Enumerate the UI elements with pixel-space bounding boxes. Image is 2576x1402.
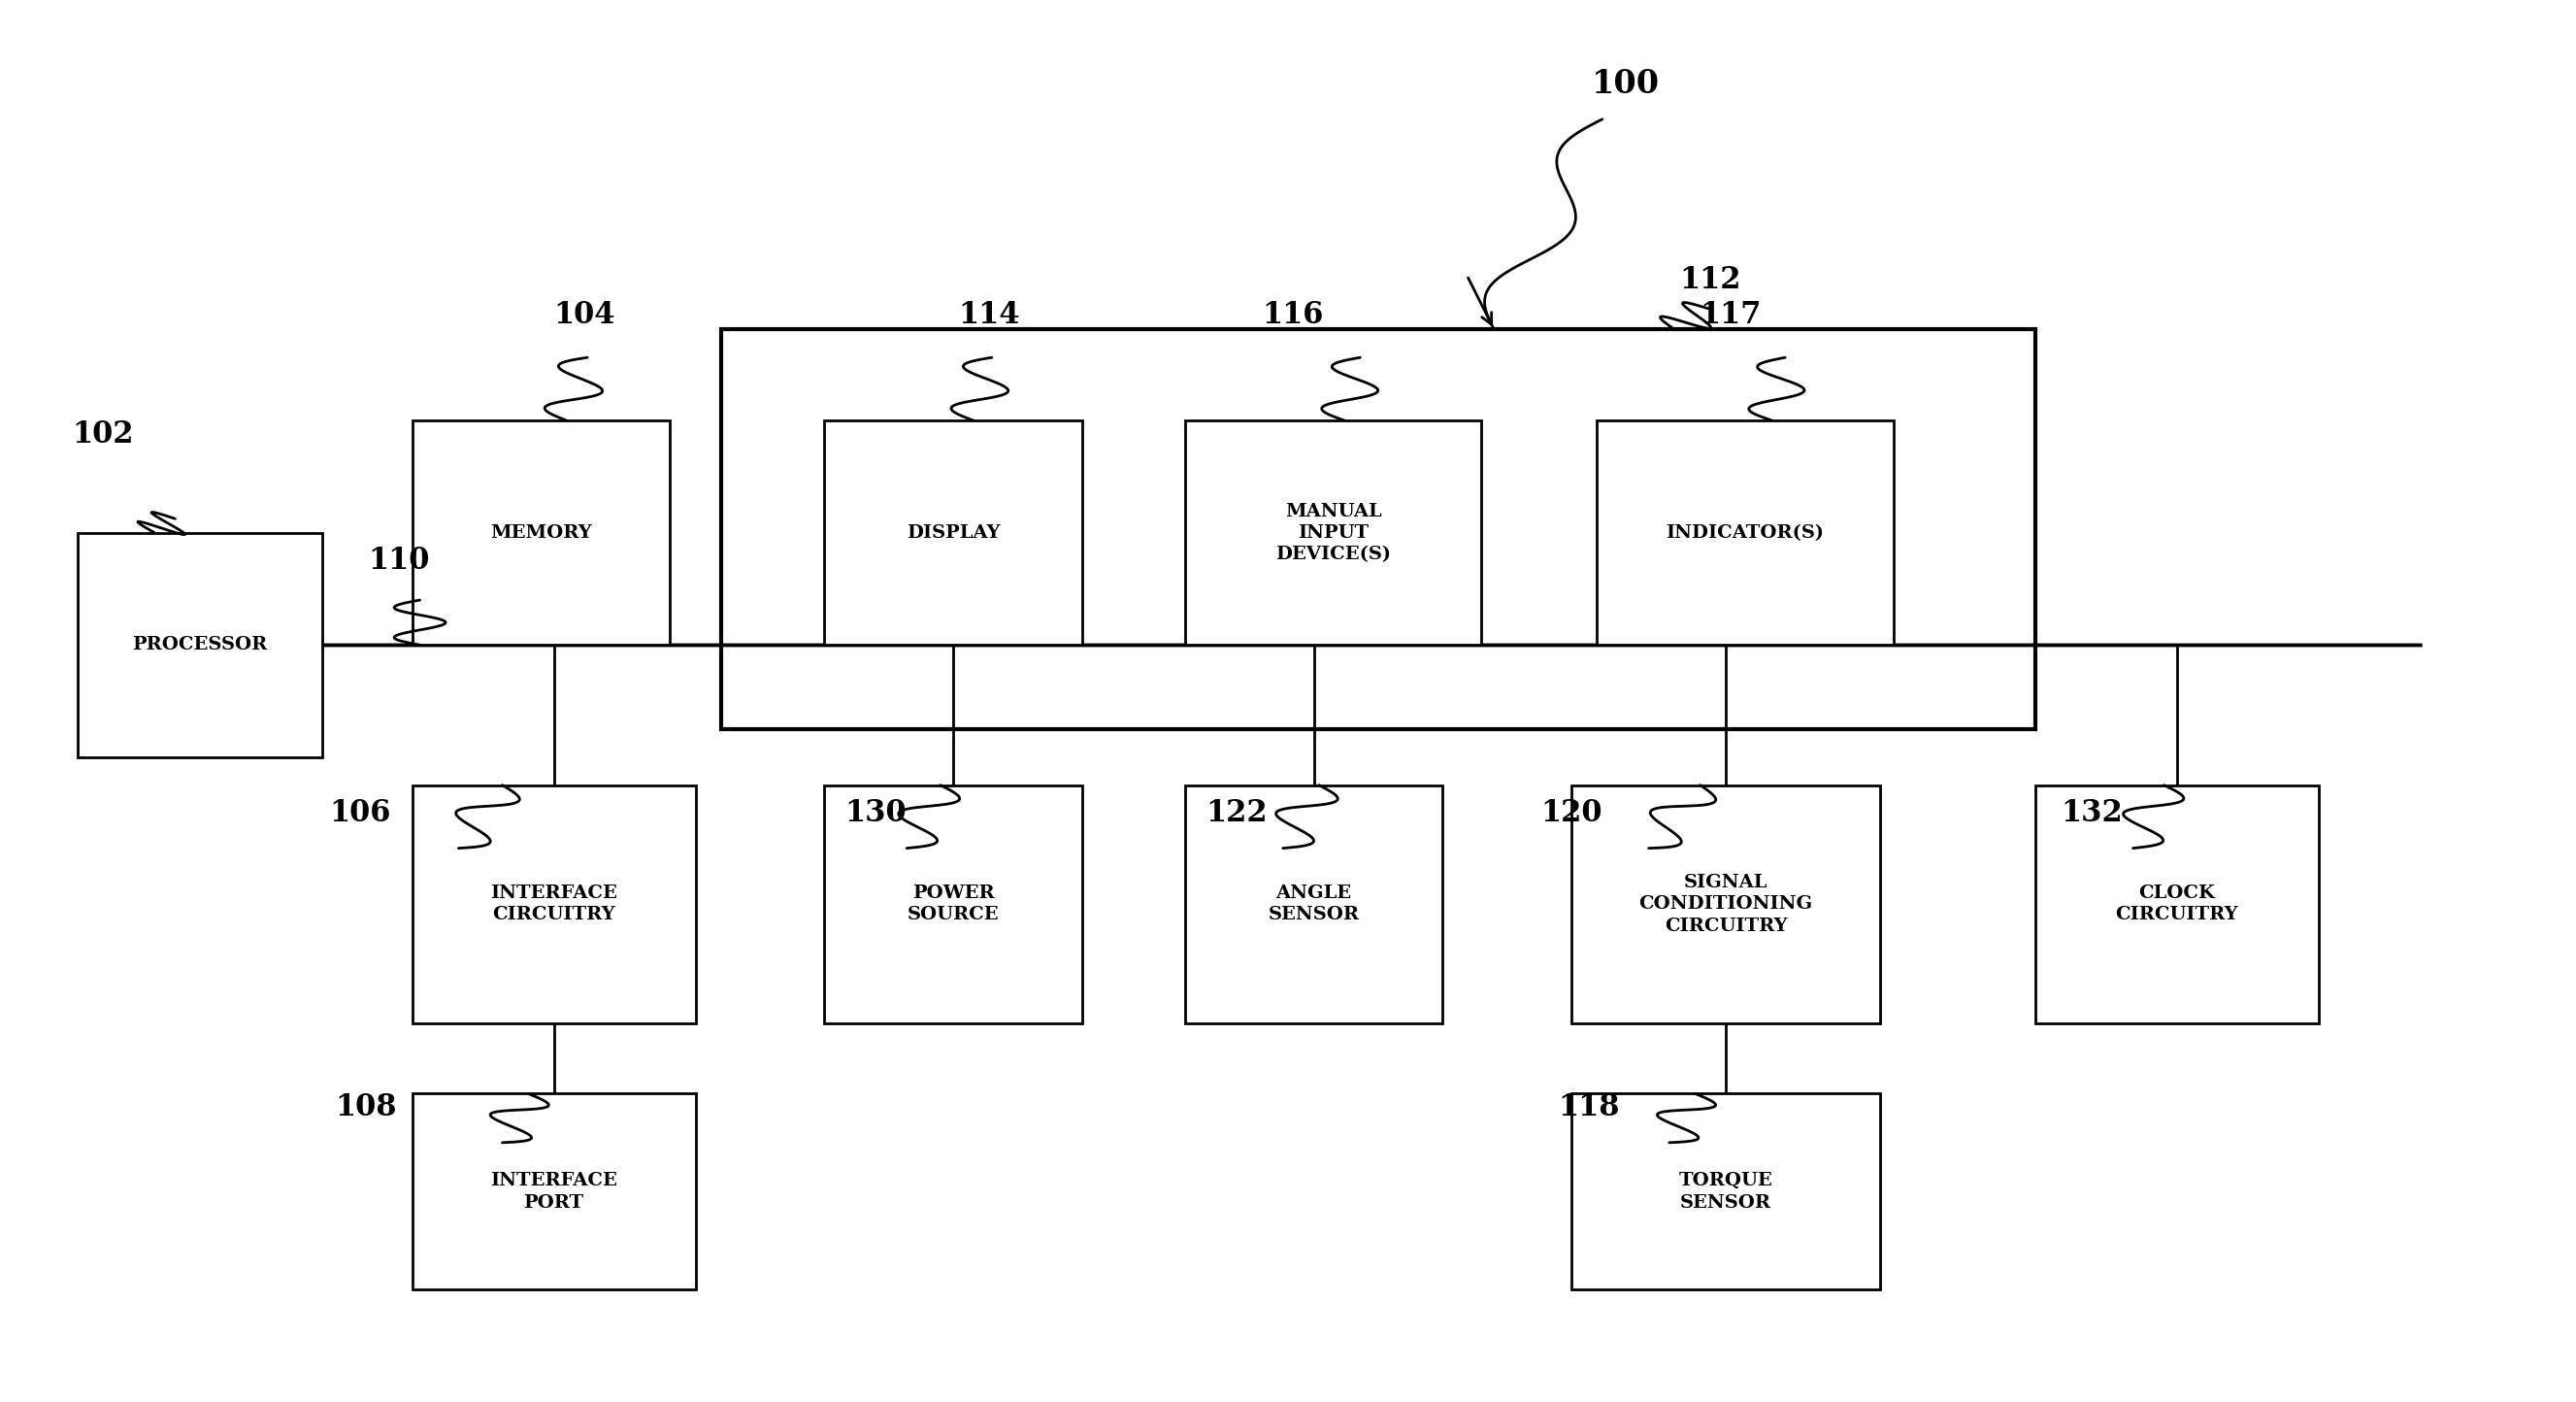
Bar xyxy=(824,785,1082,1023)
Text: 114: 114 xyxy=(958,300,1020,331)
Bar xyxy=(412,421,670,645)
Text: 108: 108 xyxy=(335,1092,397,1123)
Text: INDICATOR(S): INDICATOR(S) xyxy=(1667,524,1824,541)
Text: 106: 106 xyxy=(330,798,392,829)
Text: 117: 117 xyxy=(1700,300,1762,331)
Bar xyxy=(1185,421,1481,645)
Text: 112: 112 xyxy=(1680,265,1741,296)
Text: MANUAL
INPUT
DEVICE(S): MANUAL INPUT DEVICE(S) xyxy=(1275,502,1391,564)
Bar xyxy=(824,421,1082,645)
Bar xyxy=(2035,785,2318,1023)
Bar xyxy=(1597,421,1893,645)
Text: 110: 110 xyxy=(368,545,430,576)
Text: 120: 120 xyxy=(1540,798,1602,829)
Text: INTERFACE
CIRCUITRY: INTERFACE CIRCUITRY xyxy=(489,885,618,924)
Text: MEMORY: MEMORY xyxy=(489,524,592,541)
Text: TORQUE
SENSOR: TORQUE SENSOR xyxy=(1680,1172,1772,1211)
Text: ANGLE
SENSOR: ANGLE SENSOR xyxy=(1267,885,1360,924)
Bar xyxy=(721,329,2035,729)
Text: 102: 102 xyxy=(72,419,134,450)
Bar xyxy=(1571,1094,1880,1290)
Text: SIGNAL
CONDITIONING
CIRCUITRY: SIGNAL CONDITIONING CIRCUITRY xyxy=(1638,873,1814,935)
Text: 100: 100 xyxy=(1592,69,1659,100)
Bar xyxy=(1185,785,1443,1023)
Text: 116: 116 xyxy=(1262,300,1324,331)
Text: 104: 104 xyxy=(554,300,616,331)
Text: DISPLAY: DISPLAY xyxy=(907,524,999,541)
Text: INTERFACE
PORT: INTERFACE PORT xyxy=(489,1172,618,1211)
Text: 118: 118 xyxy=(1558,1092,1620,1123)
Text: PROCESSOR: PROCESSOR xyxy=(131,637,268,653)
Bar xyxy=(412,785,696,1023)
Text: POWER
SOURCE: POWER SOURCE xyxy=(907,885,999,924)
Text: 132: 132 xyxy=(2061,798,2123,829)
Bar xyxy=(1571,785,1880,1023)
Bar xyxy=(412,1094,696,1290)
Bar xyxy=(77,533,322,757)
Text: CLOCK
CIRCUITRY: CLOCK CIRCUITRY xyxy=(2115,885,2239,924)
Text: 130: 130 xyxy=(845,798,907,829)
Text: 122: 122 xyxy=(1206,798,1267,829)
